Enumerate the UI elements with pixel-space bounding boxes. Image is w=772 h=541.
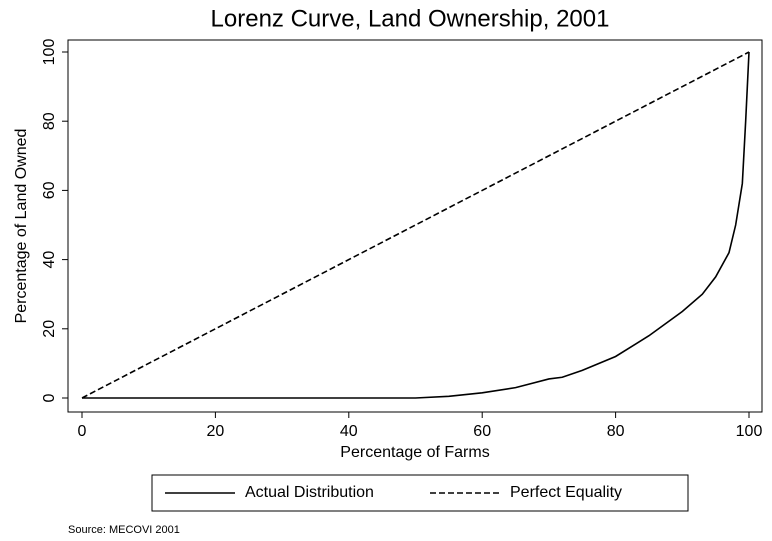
chart-title: Lorenz Curve, Land Ownership, 2001 (211, 5, 610, 32)
y-tick-label: 40 (41, 251, 58, 269)
x-tick-label: 80 (607, 423, 625, 440)
x-tick-label: 0 (78, 423, 87, 440)
y-tick-label: 0 (41, 393, 58, 402)
x-axis-label: Percentage of Farms (340, 444, 489, 461)
x-tick-label: 40 (340, 423, 358, 440)
legend-label: Perfect Equality (510, 484, 622, 501)
series-line (81, 51, 750, 399)
legend-box (151, 474, 689, 512)
y-tick-label: 60 (41, 181, 58, 199)
y-axis-label: Percentage of Land Owned (13, 129, 30, 324)
x-tick-label: 20 (207, 423, 225, 440)
x-tick-label: 60 (473, 423, 491, 440)
y-tick-label: 20 (41, 320, 58, 338)
series-line (82, 51, 750, 399)
plot-frame (67, 39, 763, 413)
source-note: Source: MECOVI 2001 (68, 524, 180, 536)
y-tick-label: 80 (41, 112, 58, 130)
legend-label: Actual Distribution (245, 484, 374, 501)
y-tick-label: 100 (41, 39, 58, 66)
x-tick-label: 100 (736, 423, 763, 440)
